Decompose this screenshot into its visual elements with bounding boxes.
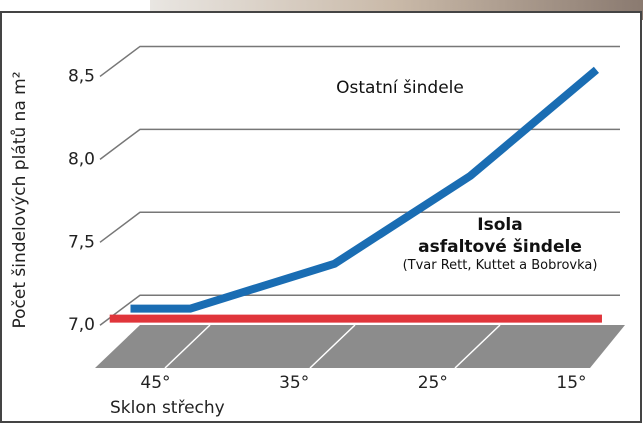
x-tick-label: 25° [418,373,448,393]
series-line [130,66,600,313]
grid-line [99,211,620,243]
y-tick-label: 7,5 [68,232,95,252]
grid-line [99,45,620,78]
y-tick-label: 8,5 [68,66,95,86]
annotation: (Tvar Rett, Kuttet a Bobrovka) [402,258,598,273]
floor [95,325,625,368]
series-label: Ostatní šindele [336,78,464,98]
grid-line [99,128,620,160]
floor-lines [164,324,501,369]
y-tick-label: 8,0 [68,149,95,169]
x-tick-label: 45° [140,373,170,393]
x-tick-label: 15° [556,373,586,393]
y-tick-label: 7,0 [68,315,95,335]
x-tick-label: 35° [279,373,309,393]
series-label: Isola asfaltové šindele [418,215,582,257]
y-axis-label: Počet šindelových plátů na m² [10,71,30,328]
x-axis-label: Sklon střechy [110,398,225,418]
